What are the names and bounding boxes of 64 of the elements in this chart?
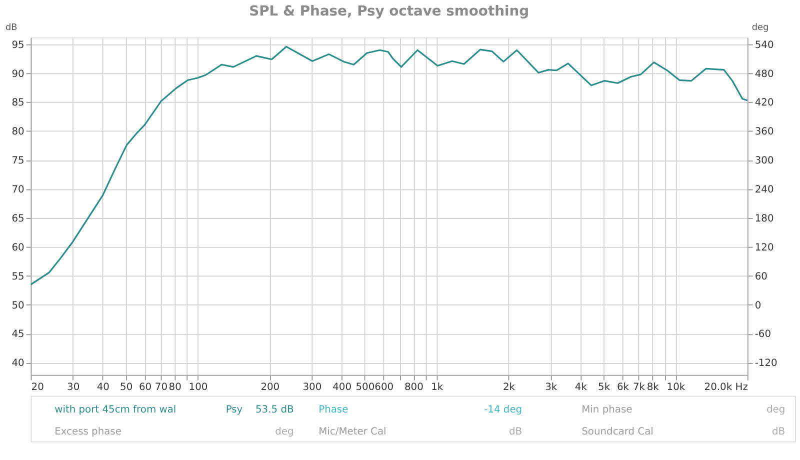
y-tick-label: 80 xyxy=(12,126,24,138)
x-tick-label: 100 xyxy=(188,382,208,394)
x-tick-label: 10k xyxy=(666,382,686,394)
y-tick-label: 75 xyxy=(12,156,24,167)
y2-tick-label: 480 xyxy=(754,68,774,80)
y2-tick-label: 300 xyxy=(754,156,774,167)
x-tick-label: 500 xyxy=(356,382,375,394)
y-tick-label: 55 xyxy=(12,271,24,282)
x-tick-label: 60 xyxy=(138,382,152,394)
y2-tick-label: -60 xyxy=(754,329,772,340)
x-tick-label: 400 xyxy=(332,382,352,394)
y-tick-label: 70 xyxy=(12,184,24,196)
text: dB xyxy=(772,426,786,438)
chart-title: SPL & Phase, Psy octave smoothing xyxy=(249,4,530,20)
x-tick-label: 80 xyxy=(168,382,182,394)
x-tick-label: 800 xyxy=(404,382,424,394)
x-tick-label: 8k xyxy=(646,382,660,394)
x-tick-label: 2k xyxy=(502,382,516,394)
y-tick-label: 40 xyxy=(12,358,24,370)
y-tick-label: 45 xyxy=(12,329,24,340)
x-tick-label: 600 xyxy=(374,382,394,394)
x-tick-label: 20 xyxy=(31,382,44,394)
text: Mic/Meter Cal xyxy=(318,426,386,438)
y-tick-label: 60 xyxy=(12,242,24,254)
text: Phase xyxy=(318,404,348,416)
x-tick-label: 4k xyxy=(574,382,588,394)
text: dB xyxy=(508,426,522,438)
x-tick-label: 200 xyxy=(260,382,280,394)
y-axis-title: dB xyxy=(5,22,18,33)
y2-tick-label: 120 xyxy=(754,242,774,254)
y-tick-label: 95 xyxy=(12,40,24,51)
x-tick-label: 5k xyxy=(598,382,610,394)
text: deg xyxy=(766,404,786,416)
y2-tick-label: 180 xyxy=(754,213,774,224)
text: Excess phase xyxy=(54,426,122,438)
text: with port 45cm from wal xyxy=(54,404,176,416)
y-tick-label: 50 xyxy=(12,300,24,312)
text: -14 deg xyxy=(484,404,522,416)
y-tick-label: 65 xyxy=(12,213,24,224)
x-tick-label: 7k xyxy=(632,382,646,394)
x-tick-label: 20.0k Hz xyxy=(704,382,748,394)
y-tick-label: 85 xyxy=(12,98,24,109)
y2-tick-label: 360 xyxy=(754,126,774,138)
text: deg xyxy=(275,426,294,438)
x-tick-label: 6k xyxy=(616,382,630,394)
text: Min phase xyxy=(582,404,632,416)
x-tick-label: 3k xyxy=(545,382,558,394)
x-tick-label: 70 xyxy=(154,382,168,394)
y-tick-label: 90 xyxy=(12,68,24,80)
text: 53.5 dB xyxy=(256,404,294,416)
y2-tick-label: -120 xyxy=(754,358,778,370)
y2-tick-label: 60 xyxy=(754,271,768,282)
text: Soundcard Cal xyxy=(582,426,654,438)
y2-tick-label: 420 xyxy=(754,98,774,109)
x-tick-label: 50 xyxy=(120,382,133,394)
x-tick-label: 30 xyxy=(67,382,80,394)
x-tick-label: 1k xyxy=(431,382,444,394)
y2-tick-label: 240 xyxy=(754,184,774,196)
y2-axis-title: deg xyxy=(752,22,769,33)
y2-tick-label: 0 xyxy=(754,300,762,312)
text: Psy xyxy=(226,404,243,416)
x-tick-label: 40 xyxy=(96,382,110,394)
y2-tick-label: 540 xyxy=(754,40,774,51)
x-tick-label: 300 xyxy=(302,382,322,394)
